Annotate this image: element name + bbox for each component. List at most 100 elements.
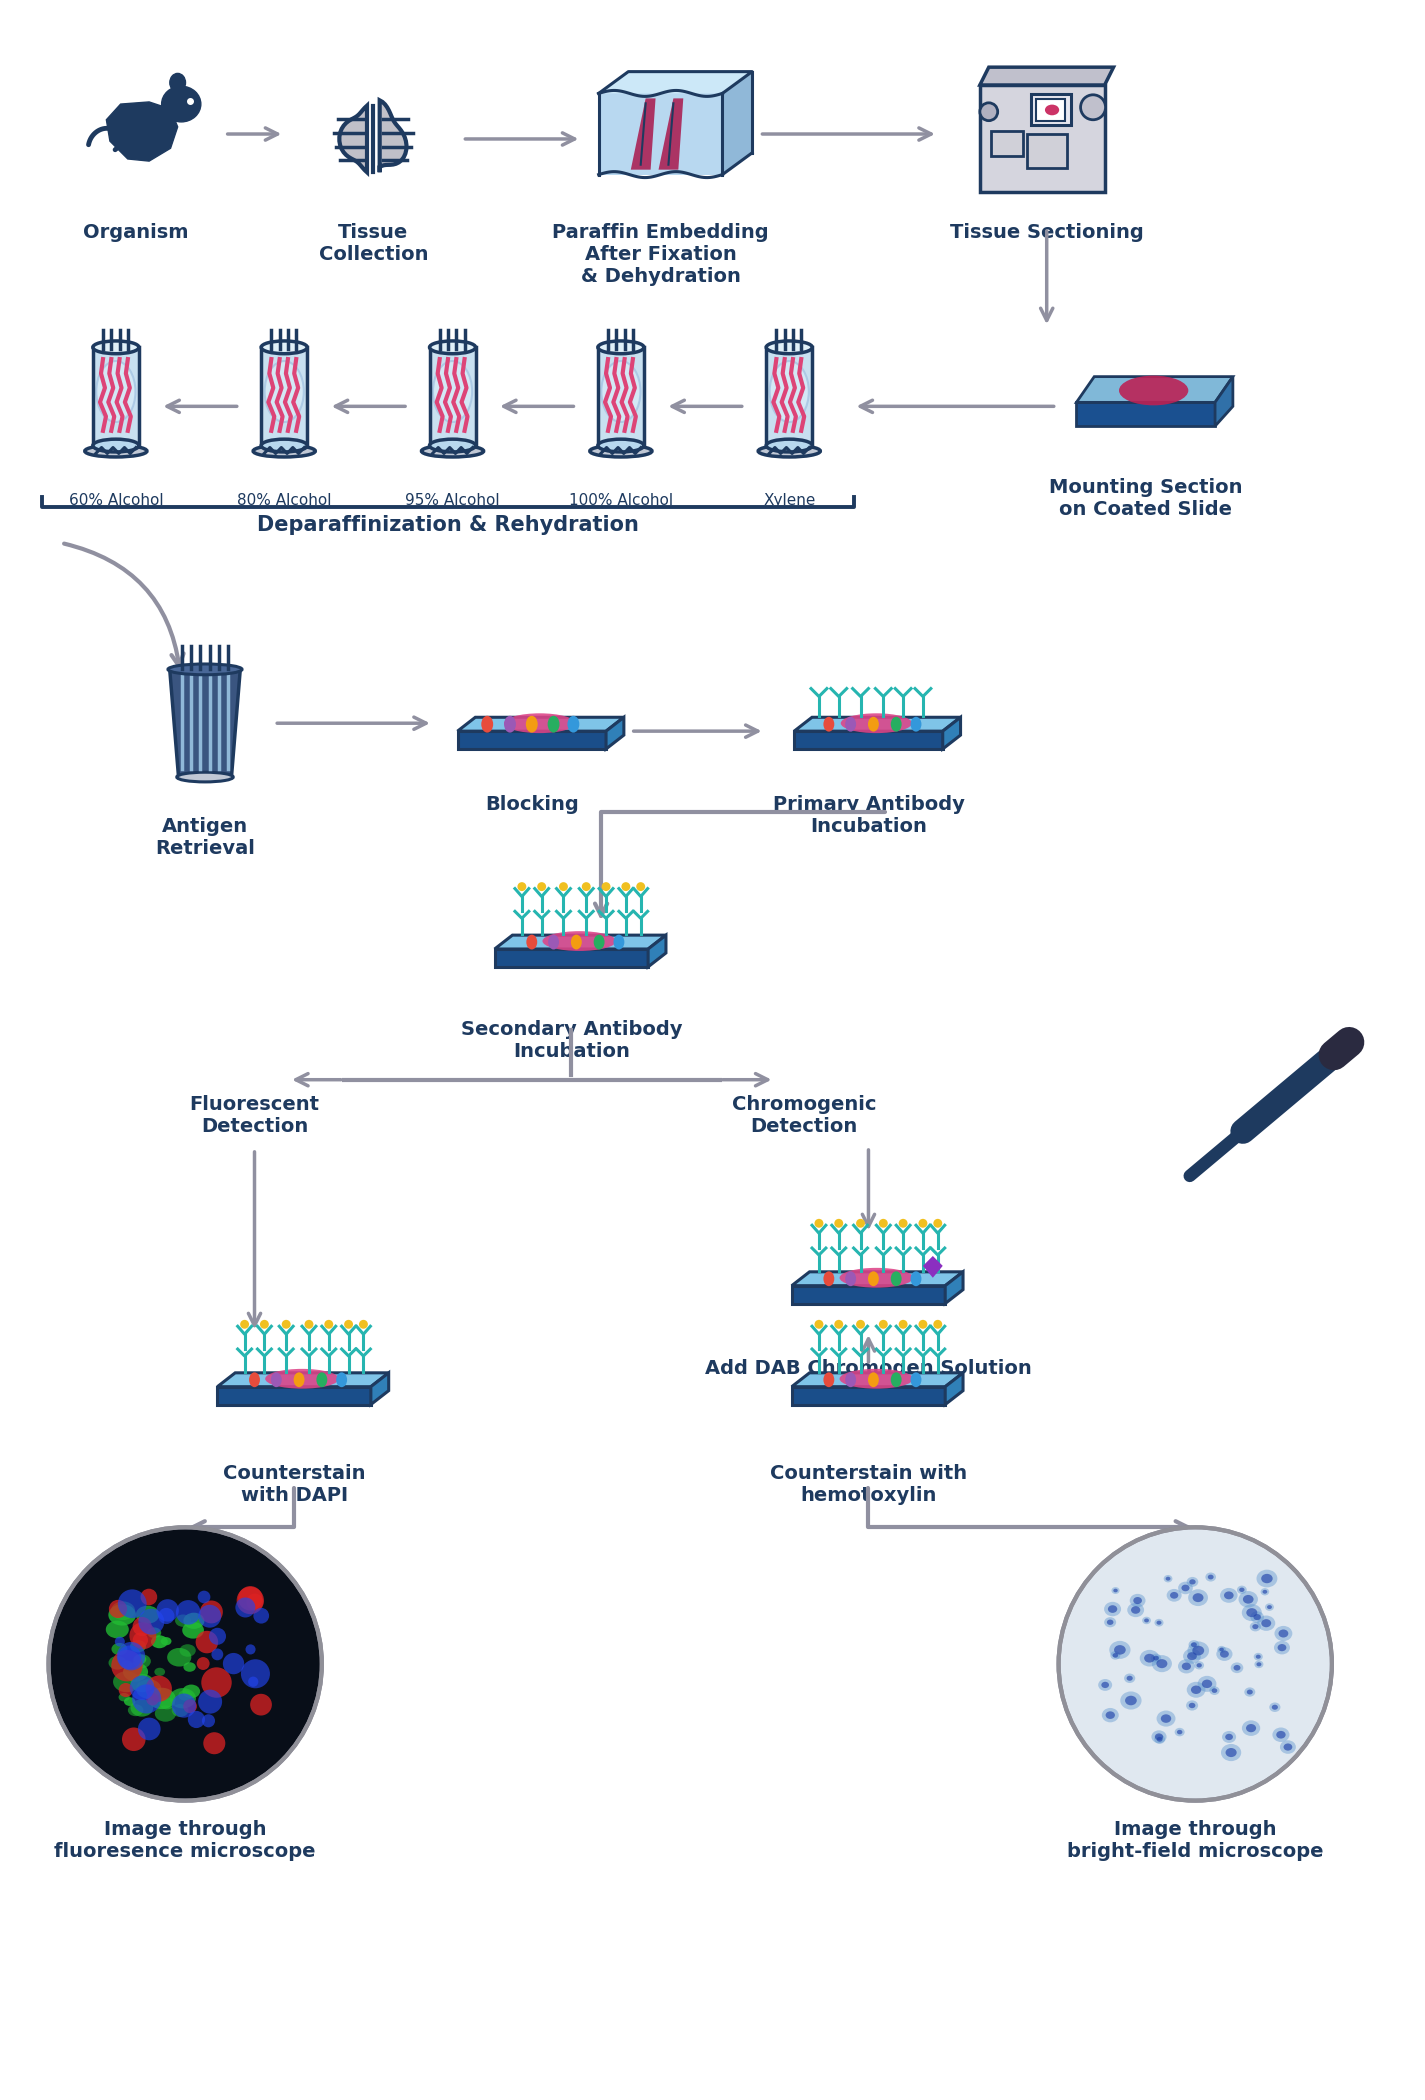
Ellipse shape bbox=[336, 1371, 348, 1388]
Ellipse shape bbox=[1124, 1674, 1136, 1682]
Polygon shape bbox=[339, 105, 368, 172]
Ellipse shape bbox=[845, 1371, 856, 1388]
Polygon shape bbox=[370, 1373, 389, 1405]
Ellipse shape bbox=[133, 1655, 151, 1667]
Circle shape bbox=[209, 1628, 227, 1644]
Text: Blocking: Blocking bbox=[485, 794, 579, 813]
Ellipse shape bbox=[86, 445, 147, 458]
Ellipse shape bbox=[1257, 1615, 1275, 1632]
Ellipse shape bbox=[1221, 1743, 1241, 1762]
Polygon shape bbox=[218, 1386, 370, 1405]
Ellipse shape bbox=[1238, 1592, 1258, 1606]
Ellipse shape bbox=[1261, 1573, 1273, 1583]
Ellipse shape bbox=[1114, 1644, 1126, 1655]
Ellipse shape bbox=[177, 773, 234, 781]
Ellipse shape bbox=[1273, 1728, 1290, 1743]
Circle shape bbox=[201, 1667, 232, 1697]
Circle shape bbox=[581, 882, 591, 890]
Ellipse shape bbox=[118, 1693, 130, 1701]
Ellipse shape bbox=[891, 716, 902, 731]
Ellipse shape bbox=[1099, 1680, 1112, 1690]
Ellipse shape bbox=[147, 1628, 161, 1638]
Circle shape bbox=[259, 1319, 269, 1329]
Ellipse shape bbox=[155, 1705, 177, 1722]
Circle shape bbox=[636, 882, 646, 890]
Polygon shape bbox=[980, 67, 1113, 84]
Ellipse shape bbox=[1253, 1623, 1258, 1630]
Ellipse shape bbox=[543, 930, 616, 951]
Ellipse shape bbox=[1217, 1646, 1233, 1661]
Ellipse shape bbox=[1140, 1651, 1160, 1667]
Text: Tissue Sectioning: Tissue Sectioning bbox=[950, 223, 1144, 242]
Ellipse shape bbox=[614, 934, 624, 949]
Ellipse shape bbox=[1257, 1569, 1277, 1588]
Circle shape bbox=[245, 1644, 255, 1655]
Polygon shape bbox=[980, 84, 1104, 191]
Ellipse shape bbox=[1104, 1617, 1116, 1628]
Ellipse shape bbox=[567, 716, 580, 733]
Ellipse shape bbox=[1280, 1741, 1295, 1753]
FancyBboxPatch shape bbox=[1030, 94, 1070, 126]
Text: Deparaffinization & Rehydration: Deparaffinization & Rehydration bbox=[256, 514, 638, 536]
Ellipse shape bbox=[182, 1621, 204, 1638]
Ellipse shape bbox=[1153, 1655, 1159, 1661]
Ellipse shape bbox=[1110, 1651, 1120, 1659]
Circle shape bbox=[241, 1659, 269, 1688]
Ellipse shape bbox=[1181, 1586, 1190, 1592]
Polygon shape bbox=[606, 718, 624, 750]
Ellipse shape bbox=[1277, 1730, 1285, 1739]
FancyBboxPatch shape bbox=[992, 132, 1023, 155]
Text: Add DAB Chromogen Solution: Add DAB Chromogen Solution bbox=[705, 1359, 1032, 1378]
Circle shape bbox=[111, 1651, 142, 1682]
Ellipse shape bbox=[1109, 1640, 1130, 1659]
Ellipse shape bbox=[1181, 1663, 1191, 1670]
Ellipse shape bbox=[1188, 1590, 1208, 1606]
Circle shape bbox=[248, 1676, 258, 1686]
Ellipse shape bbox=[1154, 1732, 1163, 1741]
Circle shape bbox=[237, 1588, 264, 1615]
Ellipse shape bbox=[1254, 1615, 1261, 1621]
Polygon shape bbox=[494, 949, 648, 966]
Polygon shape bbox=[794, 718, 960, 731]
Circle shape bbox=[1080, 94, 1106, 120]
Ellipse shape bbox=[1104, 1602, 1121, 1617]
Ellipse shape bbox=[422, 445, 483, 458]
Polygon shape bbox=[598, 71, 752, 92]
Ellipse shape bbox=[1186, 1701, 1198, 1711]
Ellipse shape bbox=[316, 1371, 328, 1388]
Ellipse shape bbox=[1167, 1590, 1181, 1602]
Ellipse shape bbox=[504, 714, 576, 733]
Ellipse shape bbox=[1231, 1663, 1243, 1674]
Circle shape bbox=[879, 1319, 888, 1329]
Circle shape bbox=[815, 1319, 824, 1329]
Ellipse shape bbox=[254, 445, 315, 458]
Polygon shape bbox=[658, 99, 684, 170]
Ellipse shape bbox=[1243, 1594, 1254, 1604]
Ellipse shape bbox=[135, 1606, 160, 1623]
FancyBboxPatch shape bbox=[1036, 99, 1066, 120]
Circle shape bbox=[834, 1319, 844, 1329]
Ellipse shape bbox=[1234, 1665, 1241, 1672]
Ellipse shape bbox=[1201, 1680, 1213, 1688]
Polygon shape bbox=[794, 731, 943, 750]
Polygon shape bbox=[494, 934, 665, 949]
Ellipse shape bbox=[1226, 1735, 1233, 1741]
FancyBboxPatch shape bbox=[1027, 134, 1067, 168]
Ellipse shape bbox=[1187, 1577, 1198, 1588]
Ellipse shape bbox=[123, 1663, 148, 1682]
Ellipse shape bbox=[1245, 1724, 1255, 1732]
Ellipse shape bbox=[1271, 1705, 1278, 1709]
Ellipse shape bbox=[131, 1674, 154, 1693]
Ellipse shape bbox=[433, 361, 472, 422]
Ellipse shape bbox=[1261, 1619, 1271, 1628]
Ellipse shape bbox=[1119, 376, 1188, 405]
Ellipse shape bbox=[1194, 1661, 1204, 1670]
Text: Chromogenic
Detection: Chromogenic Detection bbox=[732, 1094, 876, 1136]
Ellipse shape bbox=[1045, 105, 1059, 116]
Ellipse shape bbox=[1223, 1730, 1235, 1743]
Circle shape bbox=[175, 1600, 201, 1625]
Ellipse shape bbox=[111, 1602, 135, 1619]
Ellipse shape bbox=[265, 1369, 339, 1388]
Ellipse shape bbox=[1255, 1655, 1261, 1659]
Ellipse shape bbox=[1187, 1642, 1208, 1659]
